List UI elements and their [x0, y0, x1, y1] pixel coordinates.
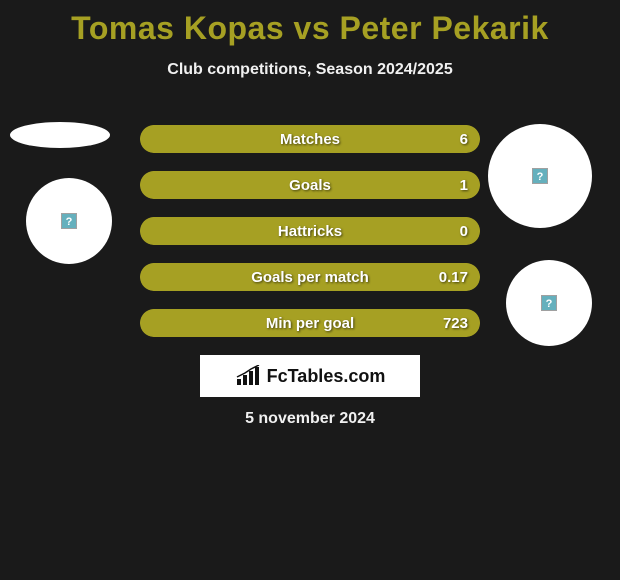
avatar-circle-right-top: ?: [488, 124, 592, 228]
brand-chart-icon: [235, 365, 261, 387]
subtitle: Club competitions, Season 2024/2025: [0, 61, 620, 79]
page-title: Tomas Kopas vs Peter Pekarik: [0, 0, 620, 47]
placeholder-icon: ?: [541, 295, 557, 311]
avatar-ellipse-left: [10, 122, 110, 148]
bar-value: 0: [460, 223, 468, 240]
stat-bar: Matches6: [140, 125, 480, 153]
avatar-circle-left: ?: [26, 178, 112, 264]
bar-label: Min per goal: [140, 315, 480, 332]
avatar-circle-right-bot: ?: [506, 260, 592, 346]
placeholder-icon: ?: [61, 213, 77, 229]
bar-value: 1: [460, 177, 468, 194]
bar-label: Goals per match: [140, 269, 480, 286]
date-label: 5 november 2024: [0, 410, 620, 428]
svg-text:?: ?: [66, 216, 73, 228]
vs-label: vs: [294, 10, 331, 46]
bar-value: 723: [443, 315, 468, 332]
stat-bar: Goals1: [140, 171, 480, 199]
svg-text:?: ?: [537, 171, 544, 183]
svg-text:?: ?: [546, 298, 553, 310]
bar-value: 0.17: [439, 269, 468, 286]
stat-bar: Goals per match0.17: [140, 263, 480, 291]
bar-label: Hattricks: [140, 223, 480, 240]
bar-label: Goals: [140, 177, 480, 194]
placeholder-icon: ?: [532, 168, 548, 184]
stats-bars: Matches6Goals1Hattricks0Goals per match0…: [140, 125, 480, 355]
brand-text: FcTables.com: [267, 366, 386, 387]
stat-bar: Min per goal723: [140, 309, 480, 337]
stat-bar: Hattricks0: [140, 217, 480, 245]
bar-label: Matches: [140, 131, 480, 148]
bar-value: 6: [460, 131, 468, 148]
player2-name: Peter Pekarik: [340, 10, 549, 46]
brand-box: FcTables.com: [200, 355, 420, 397]
player1-name: Tomas Kopas: [71, 10, 284, 46]
